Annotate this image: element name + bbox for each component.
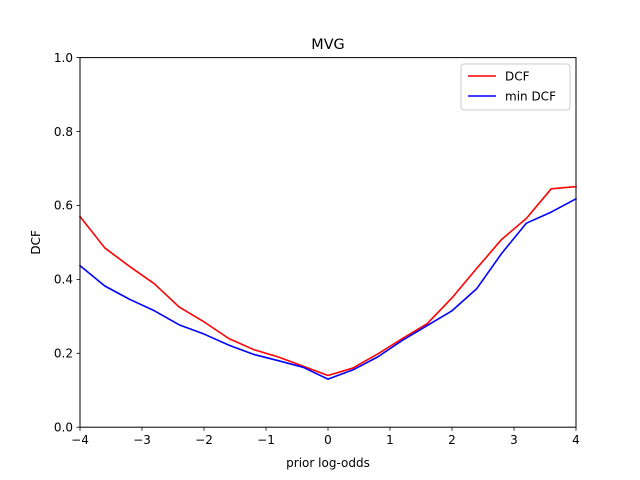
y-tick-label: 0.6 [54, 199, 73, 213]
y-tick-label: 0.0 [54, 421, 73, 435]
legend: DCF min DCF [460, 63, 571, 111]
x-tick-label: −4 [71, 433, 89, 447]
y-axis-label: DCF [29, 230, 43, 255]
plot-lines [78, 185, 578, 380]
x-axis-label: prior log-odds [286, 456, 370, 470]
y-tick-label: 1.0 [54, 51, 73, 65]
x-tick-label: −3 [133, 433, 151, 447]
chart-title: MVG [311, 37, 344, 53]
x-tick-label: 4 [572, 433, 580, 447]
x-axis: −4 −3 −2 −1 0 1 2 3 4 [71, 427, 580, 447]
x-tick-label: 2 [448, 433, 456, 447]
y-tick-label: 0.4 [54, 273, 73, 287]
x-tick-label: 1 [386, 433, 394, 447]
series-line-min-dcf [78, 197, 578, 380]
y-tick-label: 0.2 [54, 347, 73, 361]
x-tick-label: 3 [510, 433, 518, 447]
y-tick-label: 0.8 [54, 125, 73, 139]
x-tick-label: 0 [324, 433, 332, 447]
legend-label: min DCF [505, 89, 556, 103]
x-tick-label: −1 [257, 433, 275, 447]
x-tick-label: −2 [195, 433, 213, 447]
legend-label: DCF [505, 69, 530, 83]
y-axis: 0.0 0.2 0.4 0.6 0.8 1.0 [54, 51, 80, 435]
series-line-dcf [78, 185, 577, 377]
